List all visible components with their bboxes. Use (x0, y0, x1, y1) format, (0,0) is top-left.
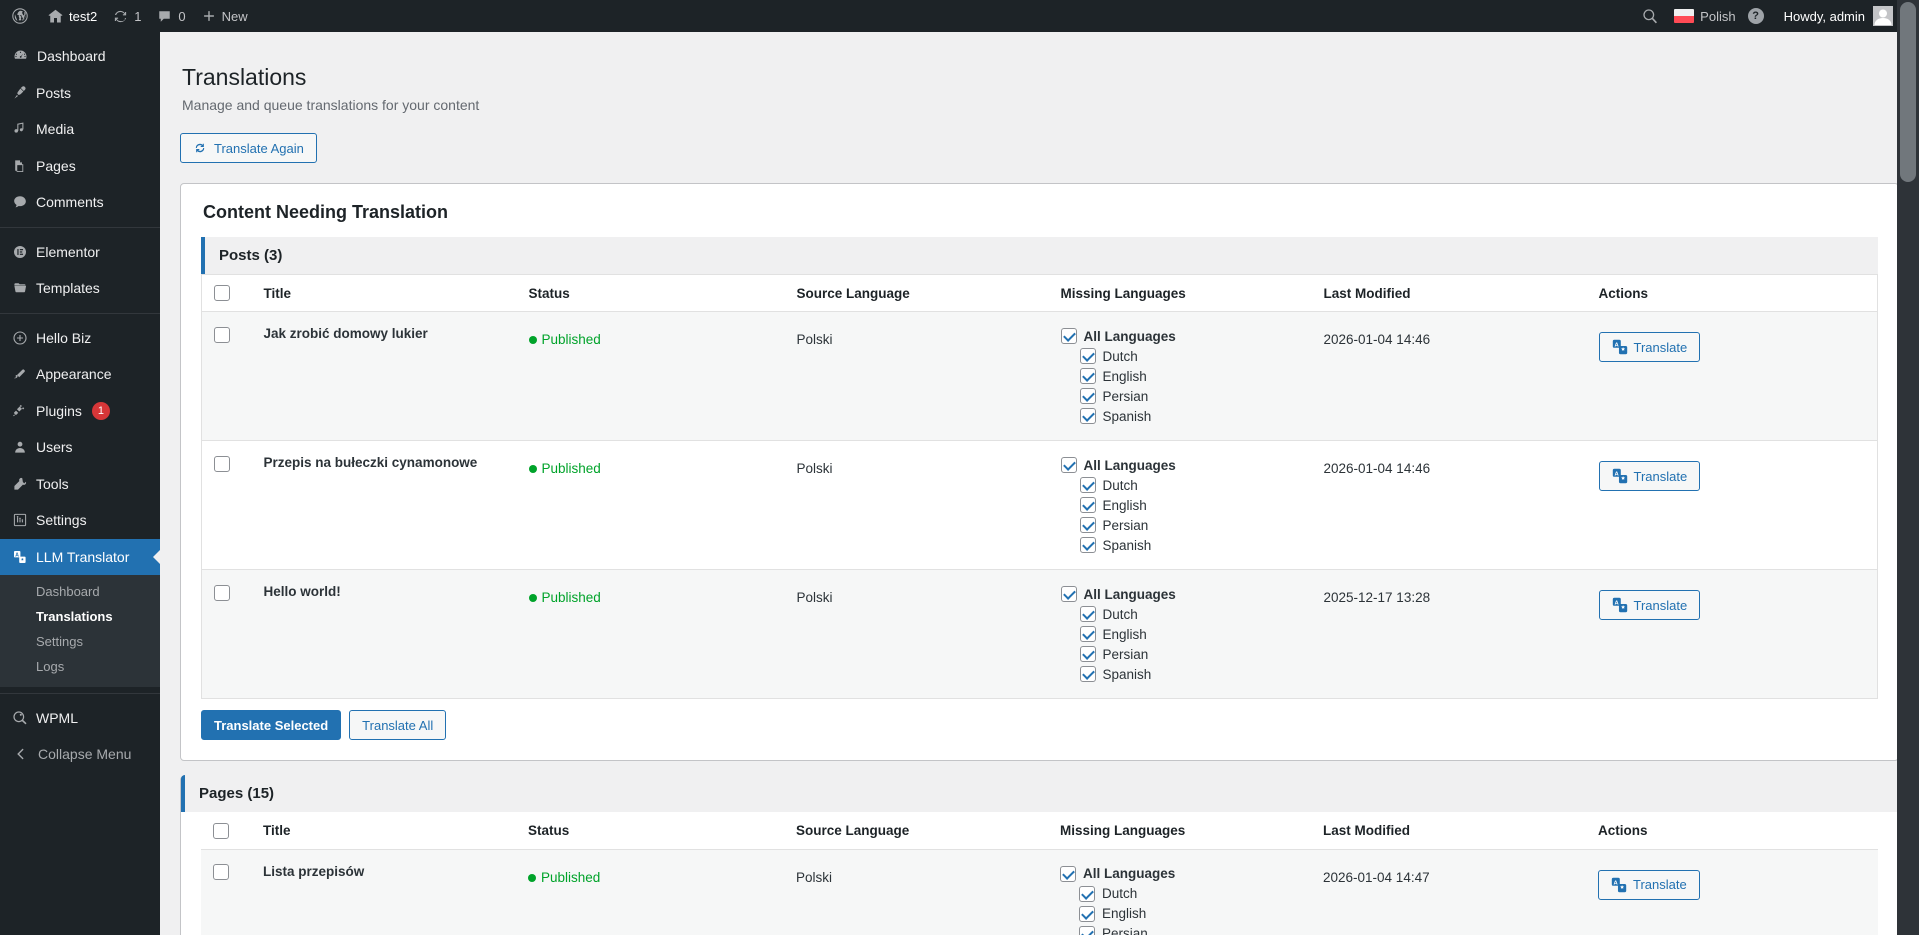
svg-text:A: A (15, 552, 19, 558)
